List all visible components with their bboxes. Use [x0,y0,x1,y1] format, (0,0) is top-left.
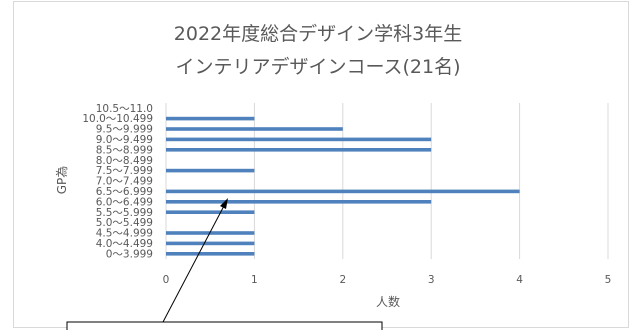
y-tick-label: 7.0〜7.499 [96,176,153,188]
bar-8 [166,168,255,173]
bar-1 [166,241,255,246]
x-tick-label: 1 [251,274,258,286]
y-tick-label: 9.0〜9.499 [96,134,153,146]
y-axis-title: GP為 [55,166,69,195]
y-tick-label: 8.5〜8.999 [96,144,153,156]
callout-box [66,321,383,330]
x-axis-title: 人数 [376,294,400,309]
bar-10 [166,148,432,152]
chart-title-line-2: インテリアデザインコース(21名) [175,56,460,78]
bar-11 [166,137,432,142]
bar-4 [166,210,255,214]
x-tick-label: 0 [163,274,170,286]
y-tick-label: 7.5〜7.999 [96,165,153,177]
x-tick-labels: 0 1 2 3 4 5 [163,274,612,286]
bar-13 [166,116,255,121]
bar-6 [166,189,520,194]
y-tick-label: 9.5〜9.999 [96,124,153,136]
bar-0 [166,252,255,256]
x-tick-label: 2 [339,274,346,286]
chart-title-line-1: 2022年度総合デザイン学科3年生 [174,23,462,45]
y-tick-label: 4.5〜4.999 [96,228,153,240]
bar-12 [166,127,343,131]
y-tick-label: 4.0〜4.499 [96,238,153,250]
y-tick-label: 6.5〜6.999 [96,186,153,198]
x-tick-label: 5 [605,274,612,286]
y-tick-label: 0〜3.999 [106,248,153,260]
y-tick-label: 8.0〜8.499 [96,155,153,167]
y-tick-label: 5.0〜5.499 [96,217,153,229]
y-tick-label: 5.5〜5.999 [96,207,153,219]
y-tick-labels: 0〜3.9994.0〜4.4994.5〜4.9995.0〜5.4995.5〜5.… [82,103,153,261]
bar-5 [166,200,432,204]
gridlines [165,103,609,259]
y-tick-label: 10.5〜11.0 [96,103,153,115]
callout-arrowhead [220,198,228,209]
x-tick-label: 4 [516,274,523,286]
x-tick-label: 3 [428,274,435,286]
chart-frame [13,1,629,328]
y-tick-label: 6.0〜6.499 [96,196,153,208]
y-tick-label: 10.0〜10.499 [82,113,153,125]
callout-pointer-line [162,201,227,323]
